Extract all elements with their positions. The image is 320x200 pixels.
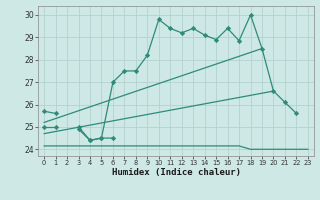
X-axis label: Humidex (Indice chaleur): Humidex (Indice chaleur)	[111, 168, 241, 177]
